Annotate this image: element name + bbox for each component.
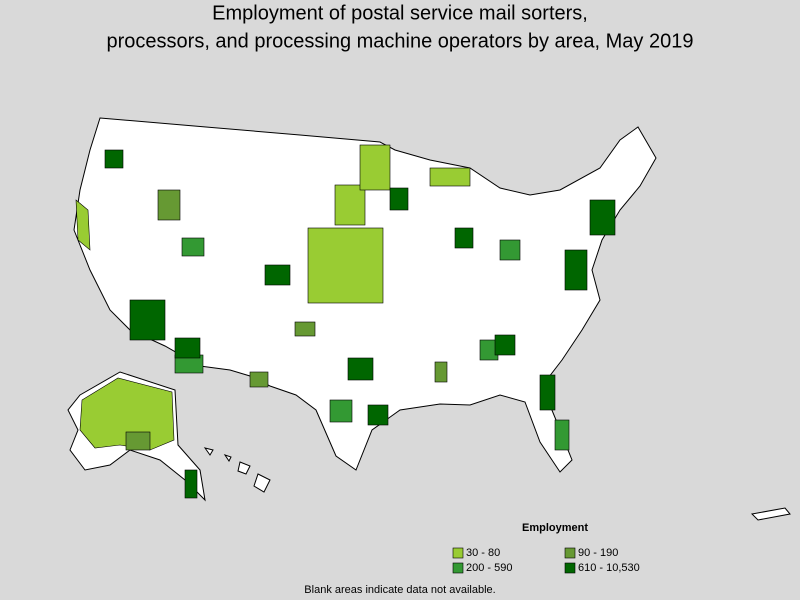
area (334, 184, 366, 226)
hawaii (203, 447, 271, 493)
area (249, 371, 269, 388)
area (125, 431, 151, 451)
area (181, 237, 205, 257)
areas (75, 144, 616, 499)
area (75, 199, 91, 251)
area (329, 399, 353, 423)
legend-title: Employment (522, 522, 588, 534)
legend-label: 30 - 80 (466, 547, 500, 559)
legend-label: 200 - 590 (466, 562, 512, 574)
legend-swatch (564, 562, 576, 574)
area (104, 149, 124, 169)
legend-swatch (564, 547, 576, 559)
title-line: processors, and processing machine opera… (107, 30, 694, 52)
area (429, 167, 471, 187)
legend-label: 610 - 10,530 (578, 562, 640, 574)
area (307, 227, 384, 304)
area (539, 374, 556, 411)
area (454, 227, 474, 249)
area (367, 404, 389, 426)
area (359, 144, 391, 191)
area (264, 264, 291, 286)
legend-label: 90 - 190 (578, 547, 618, 559)
area (554, 419, 570, 451)
area (294, 321, 316, 337)
area (499, 239, 521, 261)
legend-swatch (452, 562, 464, 574)
legend-swatch (452, 547, 464, 559)
area (184, 469, 198, 499)
puerto-rico (750, 507, 791, 521)
area (589, 199, 616, 236)
title-line: Employment of postal service mail sorter… (212, 2, 588, 24)
area (347, 357, 374, 381)
area (157, 189, 181, 221)
footnote: Blank areas indicate data not available. (304, 584, 495, 596)
area (434, 361, 448, 383)
area (174, 337, 201, 359)
area (129, 299, 166, 341)
area (494, 334, 516, 356)
legend: 30 - 80 90 - 190 200 - 590 610 - 10,530 (452, 547, 640, 574)
area (389, 187, 409, 211)
area (564, 249, 588, 291)
